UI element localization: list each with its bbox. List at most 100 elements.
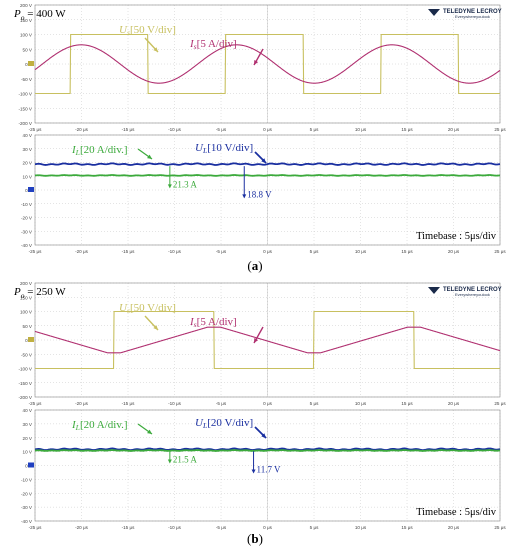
brand-tagline: Everywhereyoulook [455,14,490,19]
ul-arrow-head [261,433,266,438]
il-value-marker-head [167,184,172,189]
y-tick-label: 150 V [20,295,33,300]
x-tick-label: -15 μs [122,525,136,530]
y-tick-label: 50 V [23,324,33,329]
us-annotation: Us[50 V/div] [119,24,176,37]
brand-name: TELEDYNE LECROY [443,287,502,293]
is-arrow-head [254,338,259,343]
is-annotation: Is[5 A/div] [189,316,237,329]
ul-value-label: 11.7 V [257,465,282,475]
x-tick-label: 10 μs [355,401,367,406]
x-tick-label: -25 μs [29,249,43,254]
x-tick-label: 25 μs [494,249,506,254]
y-tick-label: -150 V [18,381,32,386]
ul-arrow-head [261,158,266,163]
us-arrow-head [153,47,158,52]
y-tick-label: -100 V [18,92,32,97]
x-tick-label: 10 μs [355,525,367,530]
y-tick-label: 30 V [23,422,33,427]
x-tick-label: -10 μs [168,401,182,406]
series-us-line [35,33,500,95]
x-tick-label: 5 μs [310,525,319,530]
il-arrow [137,148,153,160]
x-tick-label: -20 μs [75,525,89,530]
timebase-label: Timebase : 5μs/div [416,507,497,518]
x-tick-label: 20 μs [448,127,460,132]
series-il-line [34,449,501,452]
x-tick-label: 25 μs [494,127,506,132]
us-arrow [144,315,159,331]
x-tick-label: -10 μs [168,249,182,254]
us-arrow-head [153,325,158,330]
y-tick-label: 20 V [23,436,33,441]
series-us-line [35,310,500,370]
y-tick-label: -40 V [21,519,33,524]
is-annotation: Is[5 A/div] [189,38,237,51]
x-tick-label: 25 μs [494,525,506,530]
ul-annotation: UL[20 V/div] [195,417,253,430]
y-tick-label: -150 V [18,106,32,111]
il-annotation: IL[20 A/div.] [71,144,128,157]
il-arrow [137,423,153,435]
x-tick-label: 20 μs [448,525,460,530]
power-label: Po = 250 W [13,286,66,300]
us-annotation: Us[50 V/div] [119,302,176,315]
x-tick-label: -5 μs [216,127,227,132]
x-tick-label: 20 μs [448,249,460,254]
y-tick-label: -30 V [21,229,33,234]
il-value-marker-head [167,459,172,464]
il-arrow-head [147,154,152,159]
x-tick-label: 20 μs [448,401,460,406]
x-tick-label: 5 μs [310,401,319,406]
y-tick-label: 200 V [20,3,33,8]
x-tick-label: -5 μs [216,249,227,254]
y-tick-label: -50 V [21,77,33,82]
x-tick-label: -15 μs [122,401,136,406]
x-tick-label: -20 μs [75,249,89,254]
y-tick-label: 10 V [23,450,33,455]
il-annotation: IL[20 A/div.] [71,419,128,432]
il-arrow-head [147,429,152,434]
timebase-label: Timebase : 5μs/div [416,231,497,242]
x-tick-label: 10 μs [355,127,367,132]
ul-value-marker-head [251,469,256,474]
ul-value-label: 18.8 V [247,189,272,199]
y-tick-label: 20 V [23,161,33,166]
x-tick-label: -5 μs [216,401,227,406]
il-value-label: 21.5 A [173,455,198,465]
series-ul-line [34,162,501,166]
y-tick-label: 40 V [23,133,33,138]
panel-caption: (a) [247,258,262,273]
series-is-line [34,326,501,354]
ul-annotation: UL[10 V/div] [195,142,253,155]
y-tick-label: -100 V [18,367,32,372]
x-tick-label: -15 μs [122,127,136,132]
x-tick-label: 15 μs [401,249,413,254]
x-tick-label: -10 μs [168,525,182,530]
x-tick-label: -5 μs [216,525,227,530]
x-tick-label: 15 μs [401,127,413,132]
x-tick-label: 15 μs [401,401,413,406]
y-tick-label: -20 V [21,216,33,221]
x-tick-label: 25 μs [494,401,506,406]
x-tick-label: 0 μs [263,401,272,406]
y-tick-label: 30 V [23,147,33,152]
brand-mark-icon [428,287,440,294]
channel-marker [28,61,34,66]
x-tick-label: -25 μs [29,401,43,406]
x-tick-label: -25 μs [29,127,43,132]
channel-marker [28,337,34,342]
brand-name: TELEDYNE LECROY [443,9,502,15]
y-tick-label: -10 V [21,477,33,482]
x-tick-label: -10 μs [168,127,182,132]
y-tick-label: -20 V [21,491,33,496]
ul-arrow [254,151,267,164]
series-il-line [34,174,501,177]
x-tick-label: 0 μs [263,525,272,530]
y-tick-label: -30 V [21,505,33,510]
x-tick-label: 10 μs [355,249,367,254]
ul-value-marker-head [242,194,247,199]
